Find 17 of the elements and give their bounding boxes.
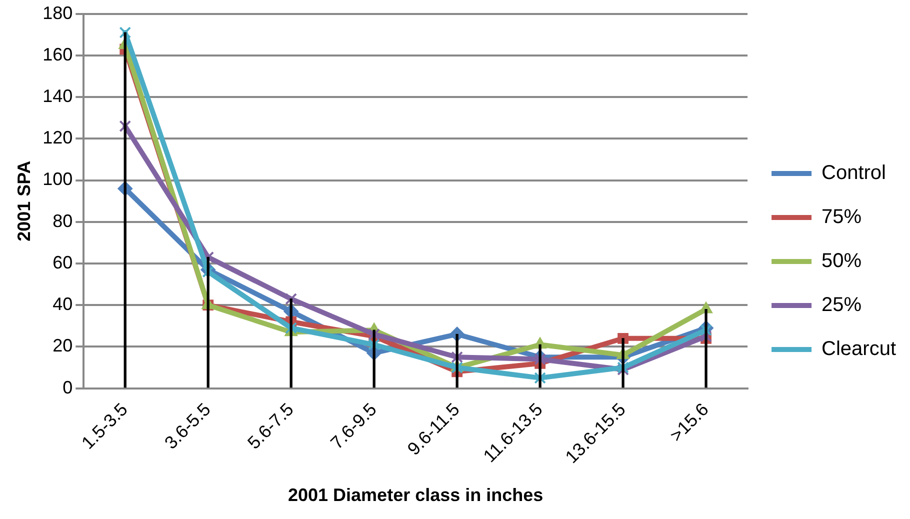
- y-tick-label: 60: [52, 252, 73, 272]
- y-tick-label: 140: [42, 86, 73, 106]
- y-tick-label: 0: [62, 377, 73, 398]
- legend-label: Control: [822, 162, 886, 184]
- y-tick-label: 40: [52, 294, 73, 314]
- legend-label: 75%: [822, 206, 862, 228]
- legend-label: 25%: [822, 294, 862, 316]
- y-axis-title: 2001 SPA: [14, 160, 34, 242]
- y-tick-label: 100: [42, 169, 73, 190]
- legend-label: 50%: [822, 250, 862, 272]
- x-axis-title: 2001 Diameter class in inches: [288, 485, 544, 506]
- y-tick-label: 180: [42, 2, 73, 23]
- y-tick-label: 80: [52, 210, 73, 231]
- y-tick-label: 160: [42, 44, 73, 64]
- y-tick-label: 120: [42, 128, 73, 148]
- legend-label: Clearcut: [822, 338, 896, 360]
- y-tick-label: 20: [52, 336, 73, 356]
